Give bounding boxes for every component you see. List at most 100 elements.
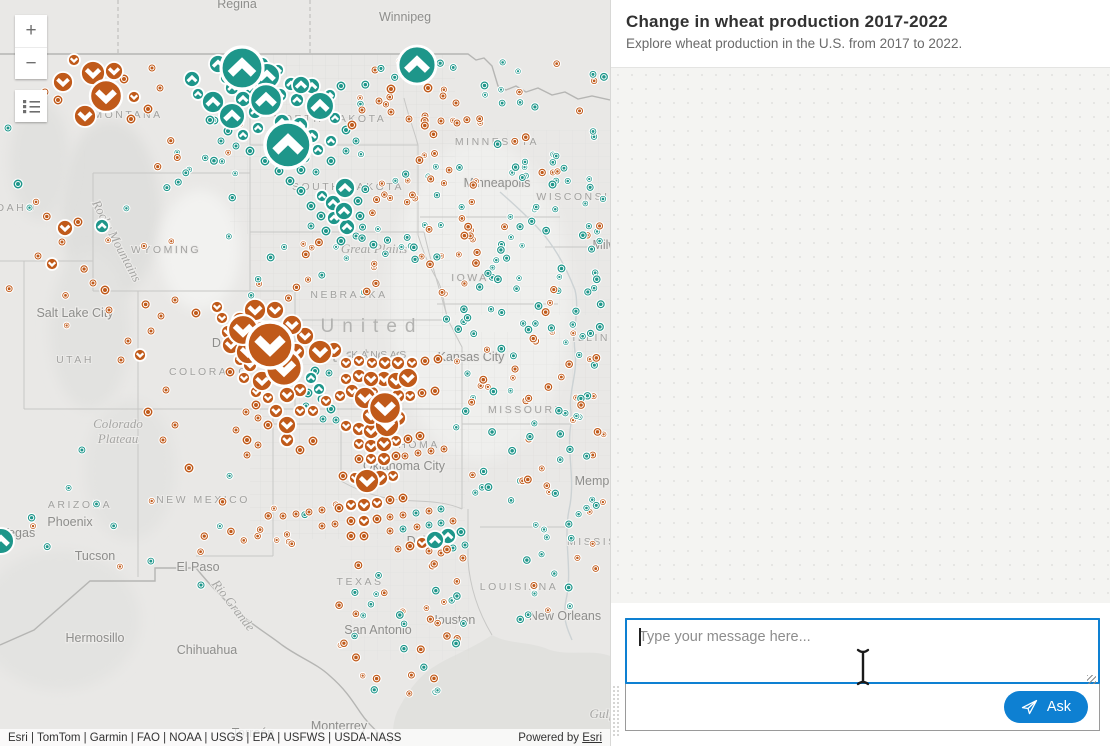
marker-decrease[interactable] — [365, 356, 379, 370]
marker-increase[interactable] — [546, 323, 557, 333]
marker-increase[interactable] — [459, 619, 468, 628]
marker-increase[interactable] — [510, 162, 521, 173]
marker-increase[interactable] — [515, 222, 525, 232]
marker-decrease[interactable] — [133, 348, 147, 362]
marker-decrease[interactable] — [299, 240, 308, 248]
marker-increase[interactable] — [562, 338, 570, 347]
message-input[interactable] — [625, 618, 1100, 684]
marker-increase[interactable] — [512, 284, 521, 293]
marker-decrease[interactable] — [287, 539, 297, 549]
marker-increase[interactable] — [563, 176, 572, 186]
marker-decrease[interactable] — [57, 237, 67, 247]
marker-decrease[interactable] — [337, 470, 349, 482]
marker-decrease[interactable] — [544, 606, 552, 615]
marker-increase[interactable] — [411, 508, 421, 518]
marker-decrease[interactable] — [52, 94, 64, 106]
marker-increase[interactable] — [598, 194, 608, 204]
marker-decrease[interactable] — [339, 356, 353, 370]
marker-increase[interactable] — [541, 225, 552, 236]
marker-increase[interactable] — [550, 569, 559, 578]
marker-decrease[interactable] — [356, 497, 372, 513]
marker-decrease[interactable] — [73, 104, 97, 128]
marker-decrease[interactable] — [385, 512, 395, 522]
marker-decrease[interactable] — [592, 426, 603, 437]
marker-increase[interactable] — [435, 58, 445, 68]
marker-increase[interactable] — [542, 533, 551, 542]
marker-decrease[interactable] — [190, 307, 202, 319]
marker-decrease[interactable] — [598, 498, 607, 507]
marker-decrease[interactable] — [429, 148, 440, 159]
marker-decrease[interactable] — [250, 399, 262, 411]
marker-decrease[interactable] — [253, 440, 263, 450]
marker-increase[interactable] — [92, 499, 101, 509]
marker-increase[interactable] — [356, 150, 366, 159]
marker-increase[interactable] — [540, 525, 549, 534]
marker-increase[interactable] — [236, 128, 250, 142]
marker-increase[interactable] — [410, 254, 420, 265]
zoom-out-button[interactable]: − — [15, 47, 47, 79]
marker-decrease[interactable] — [385, 193, 395, 203]
marker-increase[interactable] — [556, 263, 567, 274]
marker-increase[interactable] — [448, 63, 458, 72]
marker-decrease[interactable] — [402, 433, 414, 445]
marker-increase[interactable] — [291, 75, 311, 95]
marker-decrease[interactable] — [397, 367, 419, 389]
marker-increase[interactable] — [357, 222, 368, 232]
marker-increase[interactable] — [550, 488, 561, 499]
marker-increase[interactable] — [506, 213, 515, 221]
marker-increase[interactable] — [219, 45, 265, 91]
marker-decrease[interactable] — [364, 452, 378, 466]
marker-increase[interactable] — [585, 175, 594, 183]
marker-increase[interactable] — [453, 324, 464, 335]
marker-decrease[interactable] — [345, 530, 357, 542]
marker-decrease[interactable] — [265, 300, 285, 320]
marker-increase[interactable] — [483, 482, 494, 493]
marker-decrease[interactable] — [183, 462, 195, 474]
marker-decrease[interactable] — [404, 540, 416, 552]
marker-increase[interactable] — [311, 143, 325, 157]
marker-increase[interactable] — [311, 167, 321, 177]
marker-decrease[interactable] — [470, 257, 482, 269]
map-canvas[interactable]: UnitedStatesMONTANAIDAHOWYOMINGNORTH DAK… — [0, 0, 610, 746]
marker-increase[interactable] — [455, 526, 467, 538]
marker-increase[interactable] — [432, 252, 442, 262]
marker-decrease[interactable] — [432, 353, 444, 365]
marker-decrease[interactable] — [419, 120, 430, 131]
marker-decrease[interactable] — [556, 372, 566, 382]
marker-increase[interactable] — [495, 244, 506, 255]
marker-decrease[interactable] — [404, 114, 414, 124]
marker-decrease[interactable] — [393, 544, 403, 554]
marker-increase[interactable] — [433, 686, 442, 695]
marker-decrease[interactable] — [72, 216, 84, 228]
marker-increase[interactable] — [521, 555, 532, 566]
marker-decrease[interactable] — [569, 329, 578, 338]
marker-decrease[interactable] — [62, 321, 71, 330]
marker-increase[interactable] — [231, 169, 239, 178]
marker-decrease[interactable] — [139, 241, 149, 251]
marker-increase[interactable] — [487, 426, 498, 437]
marker-decrease[interactable] — [591, 352, 602, 363]
marker-decrease[interactable] — [104, 61, 124, 81]
marker-decrease[interactable] — [398, 510, 408, 520]
marker-increase[interactable] — [507, 445, 518, 456]
marker-increase[interactable] — [492, 274, 503, 285]
marker-decrease[interactable] — [522, 474, 533, 485]
marker-decrease[interactable] — [371, 278, 381, 289]
marker-increase[interactable] — [320, 225, 332, 237]
marker-decrease[interactable] — [279, 432, 295, 448]
marker-increase[interactable] — [553, 405, 564, 416]
marker-increase[interactable] — [369, 685, 380, 695]
marker-increase[interactable] — [555, 273, 564, 281]
marker-decrease[interactable] — [414, 155, 425, 166]
marker-decrease[interactable] — [88, 278, 98, 288]
marker-decrease[interactable] — [594, 221, 605, 231]
marker-decrease[interactable] — [303, 275, 313, 284]
marker-decrease[interactable] — [424, 224, 434, 234]
marker-increase[interactable] — [582, 451, 592, 461]
marker-decrease[interactable] — [304, 507, 314, 517]
marker-increase[interactable] — [577, 230, 588, 241]
marker-increase[interactable] — [575, 350, 584, 360]
marker-increase[interactable] — [331, 415, 341, 425]
marker-decrease[interactable] — [217, 496, 228, 507]
marker-decrease[interactable] — [45, 257, 59, 271]
